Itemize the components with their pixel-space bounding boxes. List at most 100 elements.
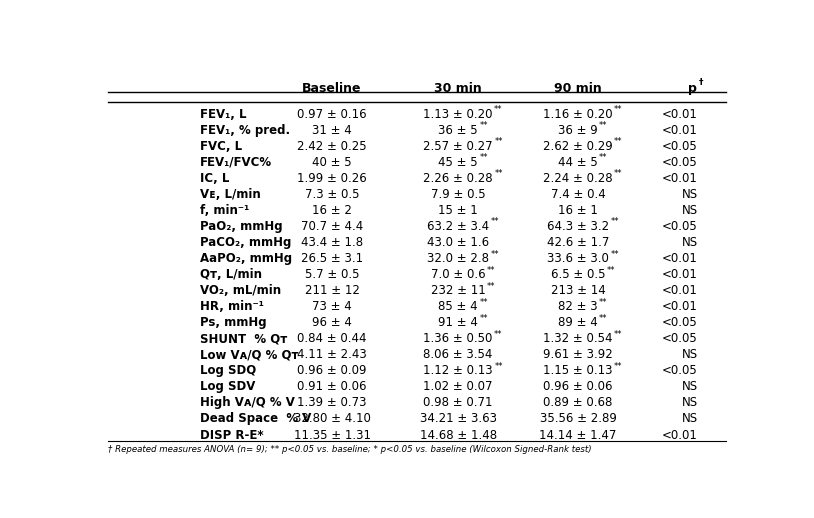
Text: NS: NS (682, 396, 698, 409)
Text: 0.91 ± 0.06: 0.91 ± 0.06 (297, 380, 367, 393)
Text: 2.26 ± 0.28: 2.26 ± 0.28 (423, 172, 493, 185)
Text: IC, L: IC, L (199, 172, 229, 185)
Text: 85 ± 4: 85 ± 4 (439, 300, 478, 313)
Text: 2.24 ± 0.28: 2.24 ± 0.28 (543, 172, 613, 185)
Text: **: ** (599, 298, 607, 307)
Text: 1.13 ± 0.20: 1.13 ± 0.20 (423, 108, 493, 121)
Text: NS: NS (682, 412, 698, 425)
Text: **: ** (479, 121, 488, 130)
Text: 1.99 ± 0.26: 1.99 ± 0.26 (297, 172, 367, 185)
Text: 0.97 ± 0.16: 0.97 ± 0.16 (297, 108, 367, 121)
Text: **: ** (599, 121, 608, 130)
Text: 232 ± 11: 232 ± 11 (431, 284, 486, 297)
Text: SHUNT  % Qᴛ: SHUNT % Qᴛ (199, 332, 287, 346)
Text: 0.89 ± 0.68: 0.89 ± 0.68 (544, 396, 613, 409)
Text: 8.06 ± 3.54: 8.06 ± 3.54 (423, 348, 492, 361)
Text: 70.7 ± 4.4: 70.7 ± 4.4 (301, 220, 363, 233)
Text: 90 min: 90 min (554, 82, 602, 95)
Text: p: p (689, 82, 698, 95)
Text: NS: NS (682, 204, 698, 217)
Text: <0.01: <0.01 (662, 252, 698, 265)
Text: NS: NS (682, 380, 698, 393)
Text: 15 ± 1: 15 ± 1 (438, 204, 478, 217)
Text: 2.42 ± 0.25: 2.42 ± 0.25 (297, 140, 367, 153)
Text: 7.0 ± 0.6: 7.0 ± 0.6 (431, 268, 485, 281)
Text: **: ** (614, 362, 623, 371)
Text: 26.5 ± 3.1: 26.5 ± 3.1 (301, 252, 363, 265)
Text: **: ** (494, 362, 503, 371)
Text: 7.4 ± 0.4: 7.4 ± 0.4 (550, 188, 606, 201)
Text: **: ** (491, 218, 499, 226)
Text: **: ** (494, 330, 502, 339)
Text: <0.05: <0.05 (662, 364, 698, 377)
Text: 32.80 ± 4.10: 32.80 ± 4.10 (294, 412, 370, 425)
Text: **: ** (599, 314, 608, 323)
Text: 64.3 ± 3.2: 64.3 ± 3.2 (547, 220, 609, 233)
Text: 45 ± 5: 45 ± 5 (439, 156, 478, 169)
Text: **: ** (614, 330, 623, 339)
Text: † Repeated measures ANOVA (n= 9); ** p<0.05 vs. baseline; * p<0.05 vs. baseline : † Repeated measures ANOVA (n= 9); ** p<0… (108, 445, 592, 454)
Text: **: ** (494, 137, 503, 146)
Text: **: ** (479, 153, 488, 162)
Text: **: ** (606, 266, 615, 275)
Text: 1.16 ± 0.20: 1.16 ± 0.20 (543, 108, 613, 121)
Text: 40 ± 5: 40 ± 5 (313, 156, 352, 169)
Text: <0.01: <0.01 (662, 284, 698, 297)
Text: 36 ± 5: 36 ± 5 (439, 124, 478, 137)
Text: 5.7 ± 0.5: 5.7 ± 0.5 (304, 268, 359, 281)
Text: 43.0 ± 1.6: 43.0 ± 1.6 (427, 236, 489, 249)
Text: 73 ± 4: 73 ± 4 (312, 300, 352, 313)
Text: 7.3 ± 0.5: 7.3 ± 0.5 (304, 188, 359, 201)
Text: 35.56 ± 2.89: 35.56 ± 2.89 (540, 412, 616, 425)
Text: 33.6 ± 3.0: 33.6 ± 3.0 (547, 252, 609, 265)
Text: <0.05: <0.05 (662, 316, 698, 329)
Text: **: ** (479, 314, 488, 323)
Text: 16 ± 2: 16 ± 2 (312, 204, 352, 217)
Text: f, min⁻¹: f, min⁻¹ (199, 204, 249, 217)
Text: DISP R-E*: DISP R-E* (199, 428, 263, 441)
Text: 44 ± 5: 44 ± 5 (558, 156, 598, 169)
Text: <0.01: <0.01 (662, 172, 698, 185)
Text: 63.2 ± 3.4: 63.2 ± 3.4 (427, 220, 489, 233)
Text: 30 min: 30 min (435, 82, 482, 95)
Text: <0.05: <0.05 (662, 156, 698, 169)
Text: **: ** (487, 266, 495, 275)
Text: Dead Space  % V: Dead Space % V (199, 412, 311, 425)
Text: 11.35 ± 1.31: 11.35 ± 1.31 (294, 428, 370, 441)
Text: 9.61 ± 3.92: 9.61 ± 3.92 (543, 348, 613, 361)
Text: FEV₁/FVC%: FEV₁/FVC% (199, 156, 272, 169)
Text: **: ** (610, 250, 619, 258)
Text: NS: NS (682, 348, 698, 361)
Text: Vᴇ, L/min: Vᴇ, L/min (199, 188, 260, 201)
Text: 0.96 ± 0.06: 0.96 ± 0.06 (543, 380, 613, 393)
Text: 16 ± 1: 16 ± 1 (558, 204, 598, 217)
Text: 0.98 ± 0.71: 0.98 ± 0.71 (423, 396, 493, 409)
Text: 2.57 ± 0.27: 2.57 ± 0.27 (423, 140, 493, 153)
Text: 0.96 ± 0.09: 0.96 ± 0.09 (297, 364, 367, 377)
Text: FVC, L: FVC, L (199, 140, 242, 153)
Text: Low Vᴀ/Q % Qᴛ: Low Vᴀ/Q % Qᴛ (199, 348, 298, 361)
Text: FEV₁, % pred.: FEV₁, % pred. (199, 124, 290, 137)
Text: PaCO₂, mmHg: PaCO₂, mmHg (199, 236, 291, 249)
Text: Ps, mmHg: Ps, mmHg (199, 316, 266, 329)
Text: **: ** (614, 105, 623, 114)
Text: VO₂, mL/min: VO₂, mL/min (199, 284, 281, 297)
Text: Log SDQ: Log SDQ (199, 364, 256, 377)
Text: PaO₂, mmHg: PaO₂, mmHg (199, 220, 282, 233)
Text: High Vᴀ/Q % V: High Vᴀ/Q % V (199, 396, 295, 409)
Text: Log SDV: Log SDV (199, 380, 255, 393)
Text: **: ** (479, 298, 488, 307)
Text: <0.01: <0.01 (662, 300, 698, 313)
Text: 43.4 ± 1.8: 43.4 ± 1.8 (301, 236, 363, 249)
Text: Baseline: Baseline (302, 82, 361, 95)
Text: 14.68 ± 1.48: 14.68 ± 1.48 (420, 428, 497, 441)
Text: 36 ± 9: 36 ± 9 (558, 124, 598, 137)
Text: 91 ± 4: 91 ± 4 (438, 316, 478, 329)
Text: 82 ± 3: 82 ± 3 (558, 300, 597, 313)
Text: 42.6 ± 1.7: 42.6 ± 1.7 (547, 236, 609, 249)
Text: **: ** (494, 105, 503, 114)
Text: <0.01: <0.01 (662, 428, 698, 441)
Text: AaPO₂, mmHg: AaPO₂, mmHg (199, 252, 291, 265)
Text: **: ** (614, 169, 623, 178)
Text: 89 ± 4: 89 ± 4 (558, 316, 598, 329)
